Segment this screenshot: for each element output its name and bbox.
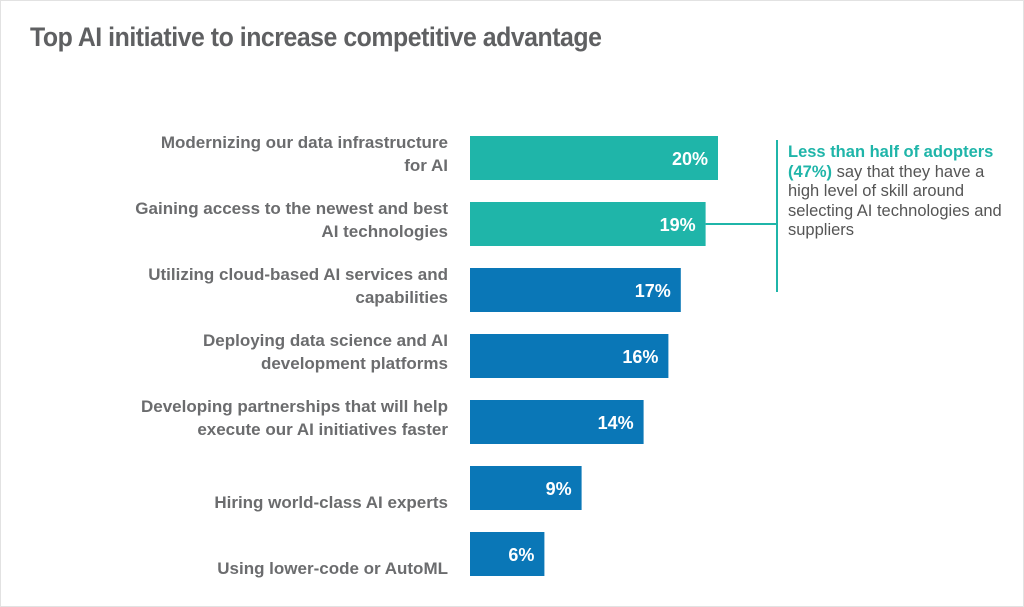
bar (470, 136, 718, 180)
category-label: Using lower-code or AutoML (217, 559, 448, 578)
bar (470, 334, 669, 378)
value-label: 20% (672, 149, 708, 169)
category-label: Modernizing our data infrastructure (161, 133, 448, 152)
annotation-highlight: Less than half of adopters (47%) (788, 143, 994, 181)
annotation-rest: say that they have a high level of skill… (788, 162, 1002, 240)
value-label: 6% (508, 545, 534, 565)
bar (470, 268, 681, 312)
category-label: for AI (404, 156, 448, 175)
value-label: 17% (635, 281, 671, 301)
value-label: 19% (660, 215, 696, 235)
category-label: capabilities (355, 288, 448, 307)
category-label: Developing partnerships that will help (141, 397, 448, 416)
category-label: Deploying data science and AI (203, 331, 448, 350)
bar (470, 466, 582, 510)
value-label: 16% (622, 347, 658, 367)
value-label: 14% (598, 413, 634, 433)
chart-title: Top AI initiative to increase competitiv… (30, 22, 602, 52)
category-label: Hiring world-class AI experts (214, 493, 448, 512)
category-label: Gaining access to the newest and best (135, 199, 448, 218)
category-label: Utilizing cloud-based AI services and (148, 265, 448, 284)
category-label: AI technologies (321, 222, 448, 241)
bar (470, 202, 706, 246)
category-label: execute our AI initiatives faster (197, 420, 448, 439)
category-label: development platforms (261, 354, 448, 373)
annotation-text: Less than half of adopters (47%) say tha… (788, 143, 1018, 241)
value-label: 9% (546, 479, 572, 499)
bar (470, 400, 644, 444)
bar (470, 532, 545, 576)
